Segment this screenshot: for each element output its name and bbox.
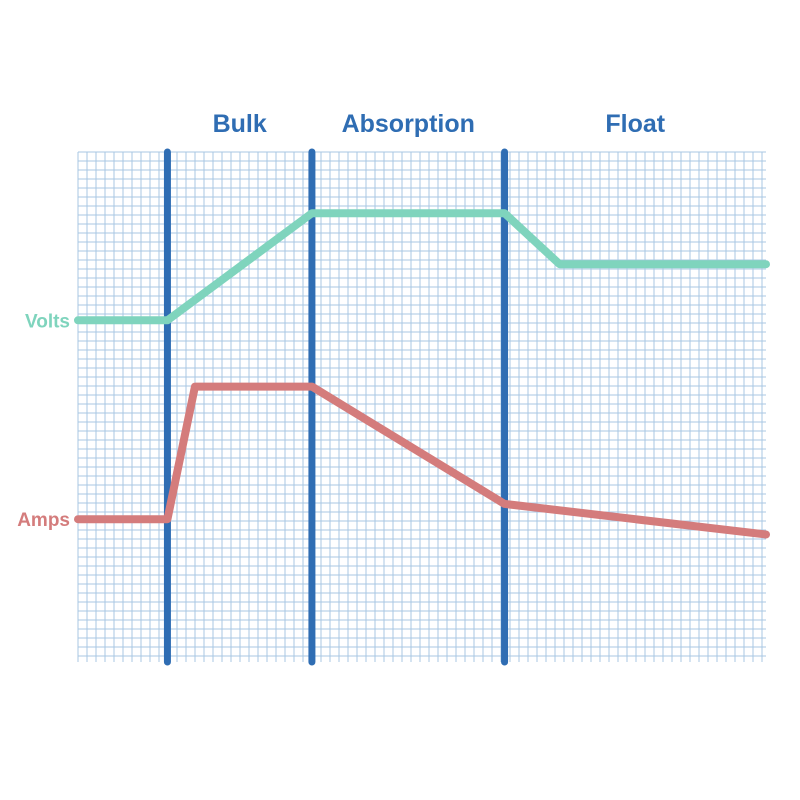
grid — [77, 151, 766, 662]
series-line-volts — [74, 209, 770, 325]
series-line-amps — [74, 382, 770, 539]
phase-label-bulk: Bulk — [213, 110, 267, 138]
labels: Bulk Absorption Float Volts Amps — [17, 110, 666, 531]
phase-label-absorption: Absorption — [342, 110, 475, 138]
series-lines — [74, 209, 770, 539]
series-label-volts: Volts — [25, 311, 70, 332]
series-label-amps: Amps — [17, 510, 70, 531]
phase-dividers — [163, 148, 509, 666]
phase-label-float: Float — [605, 110, 665, 138]
